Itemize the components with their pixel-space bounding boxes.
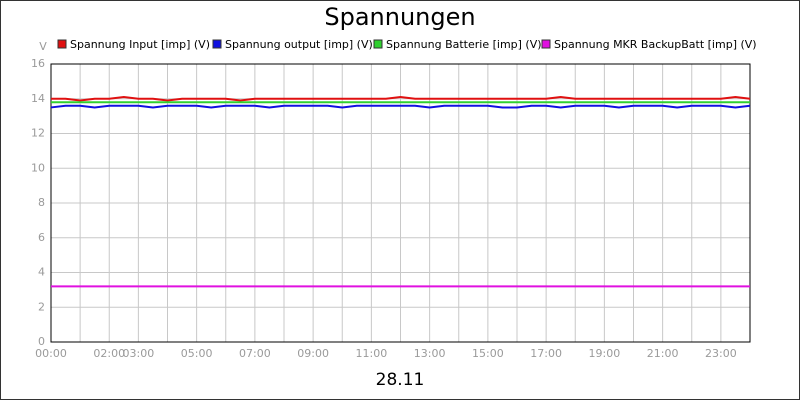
series-line — [50, 104, 751, 109]
legend-label: Spannung Input [imp] (V) — [70, 38, 210, 51]
y-tick-label: 8 — [38, 196, 45, 209]
x-tick-label: 03:00 — [123, 347, 155, 360]
legend-label: Spannung Batterie [imp] (V) — [386, 38, 542, 51]
y-tick-label: 14 — [31, 92, 45, 105]
y-tick-label: 12 — [31, 127, 45, 140]
chart-title: Spannungen — [324, 3, 475, 31]
legend-swatch — [373, 39, 383, 49]
x-tick-label: 19:00 — [589, 347, 621, 360]
x-tick-label: 17:00 — [530, 347, 562, 360]
y-tick-label: 6 — [38, 231, 45, 244]
y-tick-label: 16 — [31, 57, 45, 70]
legend-swatch — [212, 39, 222, 49]
x-tick-label: 07:00 — [239, 347, 271, 360]
x-tick-label: 23:00 — [705, 347, 737, 360]
x-tick-label: 13:00 — [414, 347, 446, 360]
x-tick-label: 09:00 — [297, 347, 329, 360]
legend-label: Spannung MKR BackupBatt [imp] (V) — [554, 38, 757, 51]
y-tick-label: 10 — [31, 161, 45, 174]
series-line — [51, 96, 751, 102]
plot-border — [50, 63, 751, 343]
y-tick-label: 4 — [38, 266, 45, 279]
x-axis-label: 28.11 — [376, 370, 425, 390]
y-axis-label: V — [39, 40, 47, 53]
x-tick-label: 21:00 — [647, 347, 679, 360]
legend-label: Spannung output [imp] (V) — [225, 38, 373, 51]
x-tick-label: 05:00 — [181, 347, 213, 360]
x-tick-label: 11:00 — [356, 347, 388, 360]
x-tick-label: 15:00 — [472, 347, 504, 360]
x-tick-label: 02:00 — [93, 347, 125, 360]
legend-swatch — [541, 39, 551, 49]
x-tick-label: 00:00 — [35, 347, 67, 360]
y-tick-label: 2 — [38, 300, 45, 313]
legend-swatch — [57, 39, 67, 49]
y-tick-label: 0 — [38, 335, 45, 348]
